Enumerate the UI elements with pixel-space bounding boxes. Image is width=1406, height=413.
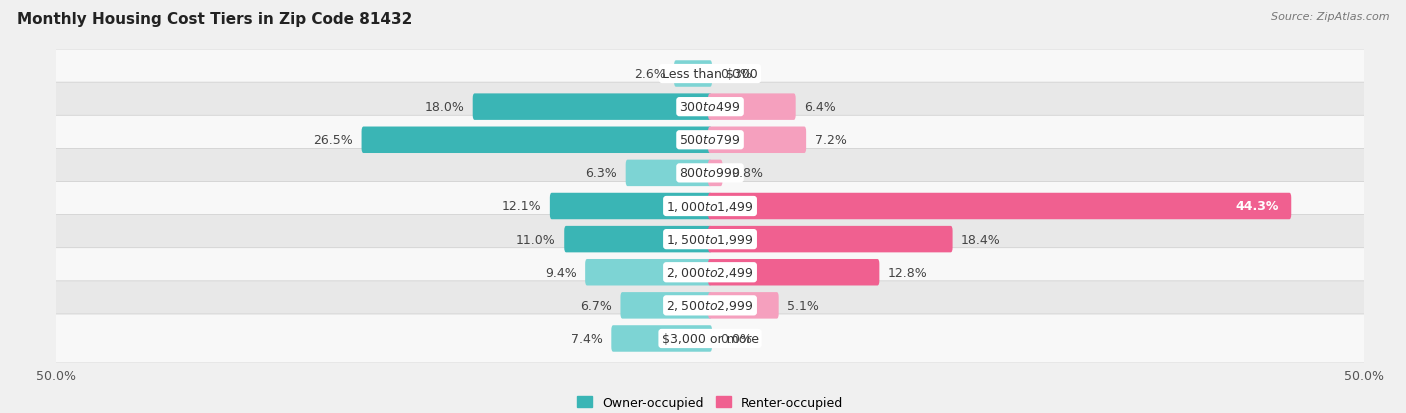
Legend: Owner-occupied, Renter-occupied: Owner-occupied, Renter-occupied — [572, 391, 848, 413]
FancyBboxPatch shape — [52, 314, 1368, 363]
Text: 6.7%: 6.7% — [581, 299, 612, 312]
Text: 6.3%: 6.3% — [585, 167, 617, 180]
FancyBboxPatch shape — [52, 116, 1368, 165]
FancyBboxPatch shape — [52, 83, 1368, 132]
Text: 26.5%: 26.5% — [314, 134, 353, 147]
Text: Monthly Housing Cost Tiers in Zip Code 81432: Monthly Housing Cost Tiers in Zip Code 8… — [17, 12, 412, 27]
FancyBboxPatch shape — [612, 325, 711, 352]
FancyBboxPatch shape — [550, 193, 711, 220]
FancyBboxPatch shape — [709, 94, 796, 121]
FancyBboxPatch shape — [673, 61, 711, 88]
Text: 12.1%: 12.1% — [502, 200, 541, 213]
Text: Source: ZipAtlas.com: Source: ZipAtlas.com — [1271, 12, 1389, 22]
Text: 5.1%: 5.1% — [787, 299, 820, 312]
FancyBboxPatch shape — [52, 281, 1368, 330]
Text: 18.0%: 18.0% — [425, 101, 464, 114]
FancyBboxPatch shape — [709, 292, 779, 319]
Text: 9.4%: 9.4% — [546, 266, 576, 279]
Text: $2,000 to $2,499: $2,000 to $2,499 — [666, 266, 754, 280]
FancyBboxPatch shape — [709, 259, 879, 286]
Text: 7.2%: 7.2% — [814, 134, 846, 147]
Text: 44.3%: 44.3% — [1236, 200, 1279, 213]
Text: 6.4%: 6.4% — [804, 101, 837, 114]
FancyBboxPatch shape — [564, 226, 711, 253]
FancyBboxPatch shape — [709, 193, 1291, 220]
Text: 18.4%: 18.4% — [962, 233, 1001, 246]
Text: $3,000 or more: $3,000 or more — [662, 332, 758, 345]
Text: Less than $300: Less than $300 — [662, 68, 758, 81]
FancyBboxPatch shape — [585, 259, 711, 286]
Text: $500 to $799: $500 to $799 — [679, 134, 741, 147]
FancyBboxPatch shape — [361, 127, 711, 154]
Text: 0.8%: 0.8% — [731, 167, 763, 180]
Text: 0.0%: 0.0% — [720, 68, 752, 81]
FancyBboxPatch shape — [52, 182, 1368, 231]
Text: $2,500 to $2,999: $2,500 to $2,999 — [666, 299, 754, 313]
Text: $1,500 to $1,999: $1,500 to $1,999 — [666, 233, 754, 247]
FancyBboxPatch shape — [52, 50, 1368, 99]
FancyBboxPatch shape — [620, 292, 711, 319]
FancyBboxPatch shape — [709, 127, 806, 154]
FancyBboxPatch shape — [472, 94, 711, 121]
Text: $300 to $499: $300 to $499 — [679, 101, 741, 114]
Text: 12.8%: 12.8% — [887, 266, 928, 279]
FancyBboxPatch shape — [52, 149, 1368, 198]
Text: $800 to $999: $800 to $999 — [679, 167, 741, 180]
Text: 0.0%: 0.0% — [720, 332, 752, 345]
FancyBboxPatch shape — [709, 226, 953, 253]
FancyBboxPatch shape — [52, 248, 1368, 297]
Text: 2.6%: 2.6% — [634, 68, 665, 81]
Text: 7.4%: 7.4% — [571, 332, 603, 345]
FancyBboxPatch shape — [52, 215, 1368, 264]
Text: 11.0%: 11.0% — [516, 233, 555, 246]
FancyBboxPatch shape — [626, 160, 711, 187]
FancyBboxPatch shape — [709, 160, 723, 187]
Text: $1,000 to $1,499: $1,000 to $1,499 — [666, 199, 754, 214]
